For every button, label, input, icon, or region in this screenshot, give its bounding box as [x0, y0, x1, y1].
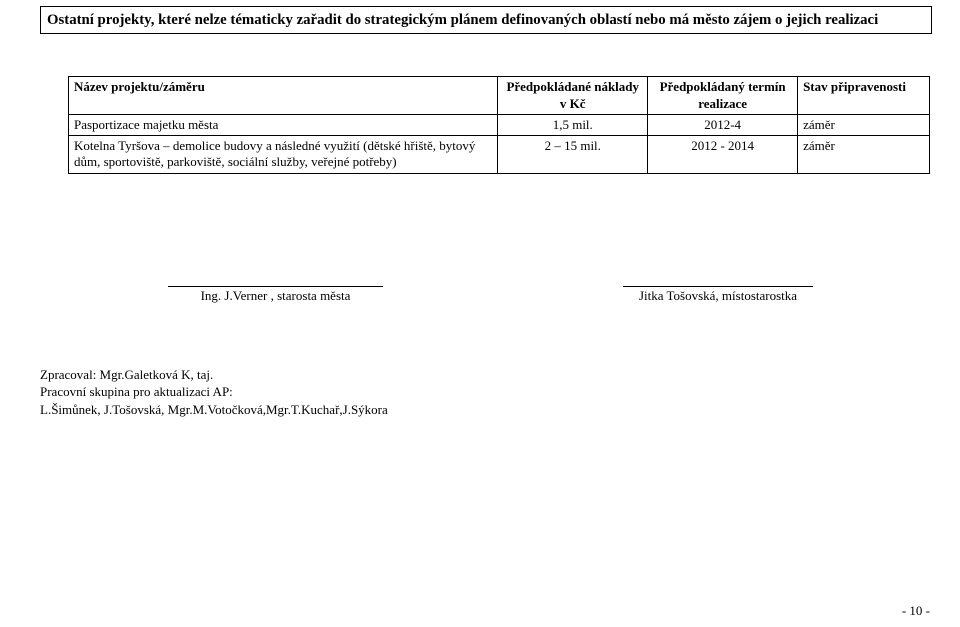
cell-term: 2012-4	[648, 114, 798, 135]
projects-table: Název projektu/záměru Předpokládané nákl…	[68, 76, 930, 173]
cell-state: záměr	[798, 136, 930, 174]
signature-left: Ing. J.Verner , starosta města	[168, 286, 383, 304]
signature-right: Jitka Tošovská, místostarostka	[623, 286, 813, 304]
page-number: - 10 -	[902, 603, 930, 619]
footer-line: Pracovní skupina pro aktualizaci AP:	[40, 383, 932, 401]
footer-line: L.Šimůnek, J.Tošovská, Mgr.M.Votočková,M…	[40, 401, 932, 419]
table-header-row: Název projektu/záměru Předpokládané nákl…	[69, 77, 930, 115]
cell-name: Pasportizace majetku města	[69, 114, 498, 135]
cell-name: Kotelna Tyršova – demolice budovy a násl…	[69, 136, 498, 174]
table-row: Kotelna Tyršova – demolice budovy a násl…	[69, 136, 930, 174]
signature-label-right: Jitka Tošovská, místostarostka	[623, 287, 813, 304]
footer: Zpracoval: Mgr.Galetková K, taj. Pracovn…	[40, 366, 932, 419]
th-cost: Předpokládané náklady v Kč	[498, 77, 648, 115]
th-term: Předpokládaný termín realizace	[648, 77, 798, 115]
th-name: Název projektu/záměru	[69, 77, 498, 115]
signatures: Ing. J.Verner , starosta města Jitka Toš…	[168, 286, 918, 304]
cell-state: záměr	[798, 114, 930, 135]
cell-cost: 1,5 mil.	[498, 114, 648, 135]
footer-line: Zpracoval: Mgr.Galetková K, taj.	[40, 366, 932, 384]
section-title: Ostatní projekty, které nelze tématicky …	[40, 6, 932, 34]
signature-label-left: Ing. J.Verner , starosta města	[168, 287, 383, 304]
cell-term: 2012 - 2014	[648, 136, 798, 174]
th-state: Stav připravenosti	[798, 77, 930, 115]
cell-cost: 2 – 15 mil.	[498, 136, 648, 174]
table-row: Pasportizace majetku města 1,5 mil. 2012…	[69, 114, 930, 135]
